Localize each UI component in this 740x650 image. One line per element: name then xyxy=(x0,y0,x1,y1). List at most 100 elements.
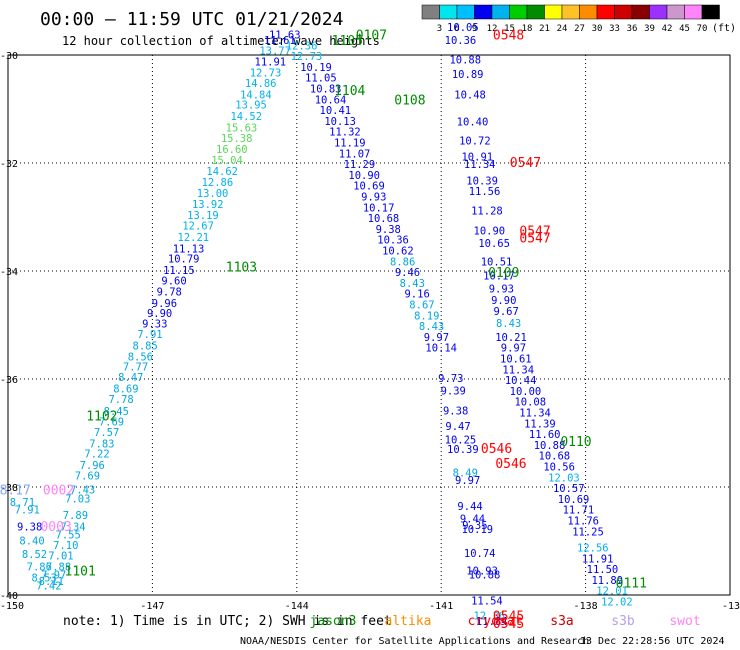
pass-time-label: 1102 xyxy=(86,410,117,425)
data-point-label: 10.91 xyxy=(461,152,493,164)
pass-time-label: 0546 xyxy=(495,457,526,472)
colorbar-swatch xyxy=(544,4,563,20)
data-point-label: 10.74 xyxy=(464,548,496,560)
data-point-label: 16.60 xyxy=(216,144,248,156)
data-point-label: 8.11 xyxy=(39,576,64,588)
data-point-label: 11.32 xyxy=(329,127,361,139)
pass-time-label: 0548 xyxy=(493,28,524,43)
data-point-label: 13.19 xyxy=(187,210,219,222)
data-point-label: 11.34 xyxy=(519,407,551,419)
colorbar-swatch xyxy=(684,4,703,20)
colorbar-swatch xyxy=(614,4,633,20)
data-point-label: 7.03 xyxy=(65,493,90,505)
footer-credit: NOAA/NESDIS Center for Satellite Applica… xyxy=(240,636,589,647)
colorbar-label: 27 xyxy=(574,24,585,34)
data-point-label: 13.92 xyxy=(192,199,224,211)
data-point-label: 9.38 xyxy=(17,521,42,533)
data-point-label: 12.02 xyxy=(601,596,633,608)
satellite-legend-item: cryosat xyxy=(468,614,523,629)
data-point-label: 15.38 xyxy=(221,133,253,145)
data-point-label: 10.89 xyxy=(452,69,484,81)
data-point-label: 7.91 xyxy=(15,505,40,517)
data-point-label: 7.91 xyxy=(137,329,162,341)
colorbar-label: 36 xyxy=(627,24,638,34)
data-point-label: 11.63 xyxy=(269,29,301,41)
colorbar-swatch xyxy=(439,4,458,20)
colorbar-label: 33 xyxy=(609,24,620,34)
data-point-label: 8.56 xyxy=(128,351,153,363)
data-point-label: 10.56 xyxy=(543,461,575,473)
x-tick-label: -138 xyxy=(574,601,598,612)
pass-time-label: 1105 xyxy=(332,34,363,49)
data-point-label: 10.00 xyxy=(510,386,542,398)
colorbar-label: 24 xyxy=(557,24,568,34)
data-point-label: 7.57 xyxy=(94,427,119,439)
pass-time-label: 1101 xyxy=(65,565,96,580)
data-point-label: 8.43 xyxy=(400,278,425,290)
data-point-label: 14.84 xyxy=(240,89,272,101)
data-point-label: 8.43 xyxy=(419,321,444,333)
data-point-label: 10.90 xyxy=(348,170,380,182)
chart-subtitle: 12 hour collection of altimeter wave hei… xyxy=(62,34,380,48)
pass-time-label: 0545 xyxy=(493,610,524,625)
y-tick-label: -30 xyxy=(0,51,18,62)
data-point-label: 7.01 xyxy=(48,551,73,563)
data-point-label: 9.47 xyxy=(445,421,470,433)
data-point-label: 9.97 xyxy=(455,475,480,487)
data-point-label: 9.96 xyxy=(152,298,177,310)
data-point-label: 8.43 xyxy=(496,318,521,330)
data-point-label: 7.43 xyxy=(70,485,95,497)
data-point-label: 10.44 xyxy=(505,375,537,387)
data-point-label: 10.69 xyxy=(558,494,590,506)
data-point-label: 8.67 xyxy=(409,299,434,311)
data-point-label: 13.77 xyxy=(259,46,291,58)
colorbar-swatch xyxy=(596,4,615,20)
colorbar-swatch xyxy=(631,4,650,20)
colorbar-swatch xyxy=(526,4,545,20)
data-point-label: 10.62 xyxy=(382,245,414,257)
colorbar-swatch xyxy=(421,4,440,20)
data-point-label: 9.35 xyxy=(462,520,487,532)
pass-time-label: 0002 xyxy=(43,484,74,499)
data-point-label: 10.88 xyxy=(469,569,501,581)
data-point-label: 14.52 xyxy=(230,111,262,123)
data-point-label: 8.40 xyxy=(19,535,44,547)
data-point-label: 7.78 xyxy=(108,394,133,406)
data-point-label: 8.85 xyxy=(133,341,158,353)
y-tick-label: -34 xyxy=(0,267,18,278)
data-point-label: 12.67 xyxy=(182,221,214,233)
data-point-label: 9.93 xyxy=(361,191,386,203)
data-point-label: 10.48 xyxy=(454,89,486,101)
pass-time-label: 0107 xyxy=(356,28,387,43)
data-point-label: 7.69 xyxy=(75,471,100,483)
data-point-label: 11.91 xyxy=(255,56,287,68)
data-point-label: 11.13 xyxy=(173,243,205,255)
data-point-label: 11.50 xyxy=(587,564,619,576)
data-point-label: 8.45 xyxy=(104,406,129,418)
pass-time-label: 0547 xyxy=(510,156,541,171)
data-point-label: 10.36 xyxy=(377,235,409,247)
data-point-label: 11.56 xyxy=(469,186,501,198)
colorbar: 3 6 9 12 15 18 21 24 27 30 33 36 39 42 45 70 xyxy=(421,4,720,34)
colorbar-label: 12 xyxy=(487,24,498,34)
data-point-label: 11.28 xyxy=(471,206,503,218)
data-point-label: 10.93 xyxy=(466,566,498,578)
x-tick-label: -147 xyxy=(140,601,164,612)
data-point-label: 7.77 xyxy=(123,362,148,374)
x-tick-label: -150 xyxy=(0,601,24,612)
data-point-label: 10.90 xyxy=(474,226,506,238)
grid xyxy=(8,55,730,595)
data-point-label: 8.49 xyxy=(453,467,478,479)
colorbar-swatch xyxy=(456,4,475,20)
data-point-label: 8.19 xyxy=(414,310,439,322)
data-point-label: 10.14 xyxy=(425,343,457,355)
colorbar-unit: (ft) xyxy=(712,23,736,34)
satellite-legend-item: altika xyxy=(385,614,432,629)
data-point-label: 10.69 xyxy=(353,181,385,193)
colorbar-swatch xyxy=(579,4,598,20)
data-point-label: 10.68 xyxy=(539,451,571,463)
data-point-label: 8.69 xyxy=(113,384,138,396)
colorbar-label: 30 xyxy=(592,24,603,34)
data-point-label: 10.21 xyxy=(495,332,527,344)
data-point-label: 14.62 xyxy=(206,166,238,178)
